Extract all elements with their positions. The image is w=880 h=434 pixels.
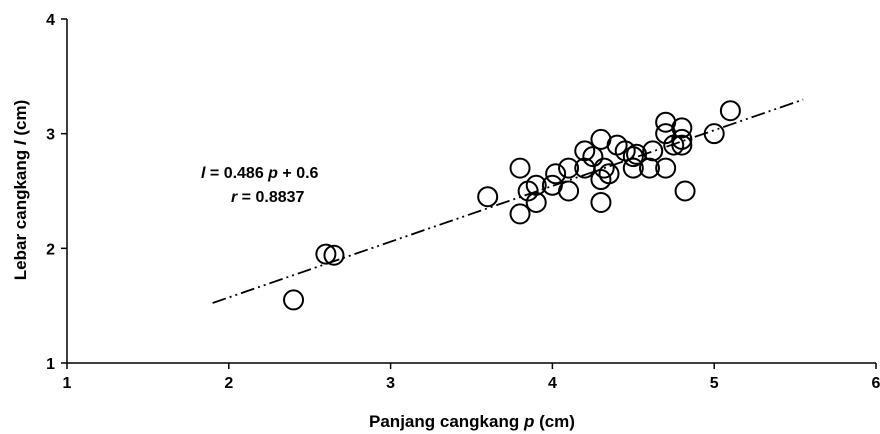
x-tick-label: 6 xyxy=(872,375,880,392)
x-axis-title: Panjang cangkang p (cm) xyxy=(369,412,575,431)
y-tick-label: 2 xyxy=(46,241,55,258)
data-point xyxy=(558,180,580,202)
data-point xyxy=(642,140,664,162)
data-point xyxy=(582,146,604,168)
data-point xyxy=(626,143,648,165)
data-point xyxy=(509,157,531,179)
x-ticks: 1 2 3 4 5 6 xyxy=(63,363,880,392)
y-tick-label: 3 xyxy=(46,127,55,144)
y-tick-label: 1 xyxy=(46,356,55,373)
equation-annotation: l = 0.486 p + 0.6 xyxy=(201,165,319,182)
data-point xyxy=(323,244,345,266)
data-point xyxy=(509,203,531,225)
data-point xyxy=(525,191,547,213)
data-point xyxy=(655,157,677,179)
data-point xyxy=(674,180,696,202)
y-tick-label: 4 xyxy=(46,12,55,29)
data-point xyxy=(671,134,693,156)
data-point xyxy=(477,186,499,208)
data-point xyxy=(622,157,644,179)
x-tick-label: 1 xyxy=(63,375,72,392)
data-point xyxy=(622,146,644,168)
data-point xyxy=(525,174,547,196)
data-point xyxy=(719,100,741,122)
data-point xyxy=(598,163,620,185)
data-point xyxy=(558,157,580,179)
data-point xyxy=(671,117,693,139)
data-point xyxy=(671,128,693,150)
x-tick-label: 4 xyxy=(548,375,557,392)
data-point xyxy=(315,243,337,265)
x-tick-label: 3 xyxy=(386,375,395,392)
data-point xyxy=(593,157,615,179)
data-point xyxy=(590,191,612,213)
correlation-annotation: r = 0.8837 xyxy=(231,189,305,206)
y-axis-title: Lebar cangkang l (cm) xyxy=(11,100,30,280)
data-point xyxy=(545,163,567,185)
axes: 1 2 3 4 5 6 1 2 3 4 xyxy=(46,12,880,392)
y-ticks: 1 2 3 4 xyxy=(46,12,67,373)
x-tick-label: 2 xyxy=(224,375,233,392)
data-point xyxy=(703,123,725,145)
data-point xyxy=(283,289,305,311)
data-point xyxy=(638,157,660,179)
data-points xyxy=(283,100,741,311)
x-tick-label: 5 xyxy=(710,375,719,392)
